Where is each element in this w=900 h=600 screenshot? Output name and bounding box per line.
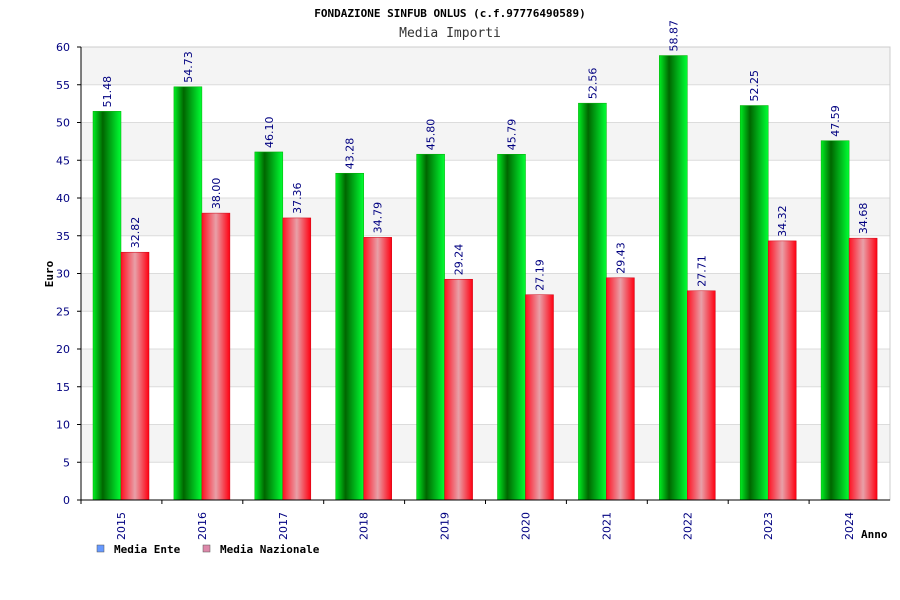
bar bbox=[525, 294, 554, 501]
y-tick-label: 5 bbox=[63, 456, 70, 469]
bar bbox=[92, 111, 122, 501]
data-label: 58.87 bbox=[667, 20, 680, 52]
data-label: 27.19 bbox=[534, 259, 547, 291]
data-labels-group: 51.48 32.82 54.73 38.00 46.10 37.36 43.28 34.79… bbox=[101, 20, 870, 291]
data-label: 27.71 bbox=[695, 255, 708, 287]
bar bbox=[848, 237, 878, 501]
data-label: 34.79 bbox=[372, 202, 385, 234]
x-tick-label: 2020 bbox=[520, 512, 533, 540]
bar bbox=[767, 240, 797, 501]
y-tick-label: 25 bbox=[56, 305, 70, 318]
x-axis: 2015 2016 2017 2018 2019 2020 2021 2022 2023 2024 bbox=[80, 499, 890, 540]
bar bbox=[254, 151, 284, 501]
bar bbox=[659, 55, 688, 501]
bar bbox=[363, 237, 392, 501]
grid-band bbox=[81, 47, 890, 85]
bar bbox=[820, 140, 850, 501]
x-tick-label: 2021 bbox=[600, 512, 613, 540]
bar bbox=[606, 277, 635, 501]
data-label: 34.68 bbox=[857, 203, 870, 235]
data-label: 47.59 bbox=[829, 105, 842, 137]
bar bbox=[578, 102, 607, 501]
y-tick-label: 45 bbox=[56, 154, 70, 167]
data-label: 38.00 bbox=[210, 178, 223, 210]
grid-band bbox=[81, 160, 890, 198]
x-tick-label: 2024 bbox=[843, 512, 856, 540]
data-label: 46.10 bbox=[263, 116, 276, 148]
data-label: 43.28 bbox=[344, 138, 357, 170]
grid-band bbox=[81, 84, 890, 123]
data-label: 54.73 bbox=[182, 51, 195, 83]
y-axis: 0 5 10 15 20 25 30 35 40 45 50 55 60 bbox=[56, 41, 82, 507]
bar bbox=[282, 217, 312, 501]
chart-title: FONDAZIONE SINFUB ONLUS (c.f.97776490589… bbox=[314, 7, 586, 20]
bar bbox=[497, 154, 526, 501]
bar bbox=[416, 153, 445, 501]
bar bbox=[173, 86, 203, 501]
y-tick-label: 40 bbox=[56, 192, 70, 205]
x-tick-label: 2023 bbox=[762, 512, 775, 540]
legend-swatch bbox=[96, 544, 105, 553]
bar bbox=[444, 278, 473, 501]
legend: Media Ente Media Nazionale bbox=[96, 543, 320, 556]
legend-label: Media Nazionale bbox=[220, 543, 320, 556]
bar bbox=[335, 172, 364, 501]
data-label: 45.80 bbox=[425, 119, 438, 151]
y-axis-label: Euro bbox=[43, 260, 56, 287]
y-tick-label: 50 bbox=[56, 117, 70, 130]
x-axis-label: Anno bbox=[861, 528, 888, 541]
y-tick-label: 10 bbox=[56, 419, 70, 432]
legend-label: Media Ente bbox=[114, 543, 181, 556]
chart-subtitle: Media Importi bbox=[399, 26, 501, 41]
y-tick-label: 15 bbox=[56, 381, 70, 394]
x-tick-label: 2017 bbox=[277, 512, 290, 540]
y-tick-label: 30 bbox=[56, 268, 70, 281]
data-label: 52.56 bbox=[586, 68, 599, 100]
bars-group bbox=[92, 55, 878, 501]
x-tick-label: 2022 bbox=[681, 512, 694, 540]
data-label: 29.24 bbox=[453, 244, 466, 276]
bar bbox=[687, 290, 716, 501]
grid-band bbox=[81, 122, 890, 161]
data-label: 34.32 bbox=[776, 205, 789, 237]
y-tick-label: 55 bbox=[56, 79, 70, 92]
data-label: 51.48 bbox=[101, 76, 114, 108]
y-tick-label: 60 bbox=[56, 41, 70, 54]
y-tick-label: 0 bbox=[63, 494, 70, 507]
bar bbox=[739, 105, 769, 501]
x-tick-label: 2019 bbox=[439, 512, 452, 540]
y-tick-label: 35 bbox=[56, 230, 70, 243]
bar bbox=[120, 251, 150, 501]
data-label: 29.43 bbox=[614, 242, 627, 274]
legend-swatch bbox=[202, 544, 211, 553]
data-label: 32.82 bbox=[129, 217, 142, 249]
y-tick-label: 20 bbox=[56, 343, 70, 356]
bar bbox=[201, 212, 231, 501]
x-tick-label: 2015 bbox=[115, 512, 128, 540]
data-label: 45.79 bbox=[506, 119, 519, 151]
x-tick-label: 2016 bbox=[196, 512, 209, 540]
data-label: 52.25 bbox=[748, 70, 761, 102]
data-label: 37.36 bbox=[291, 182, 304, 214]
x-tick-label: 2018 bbox=[358, 512, 371, 540]
